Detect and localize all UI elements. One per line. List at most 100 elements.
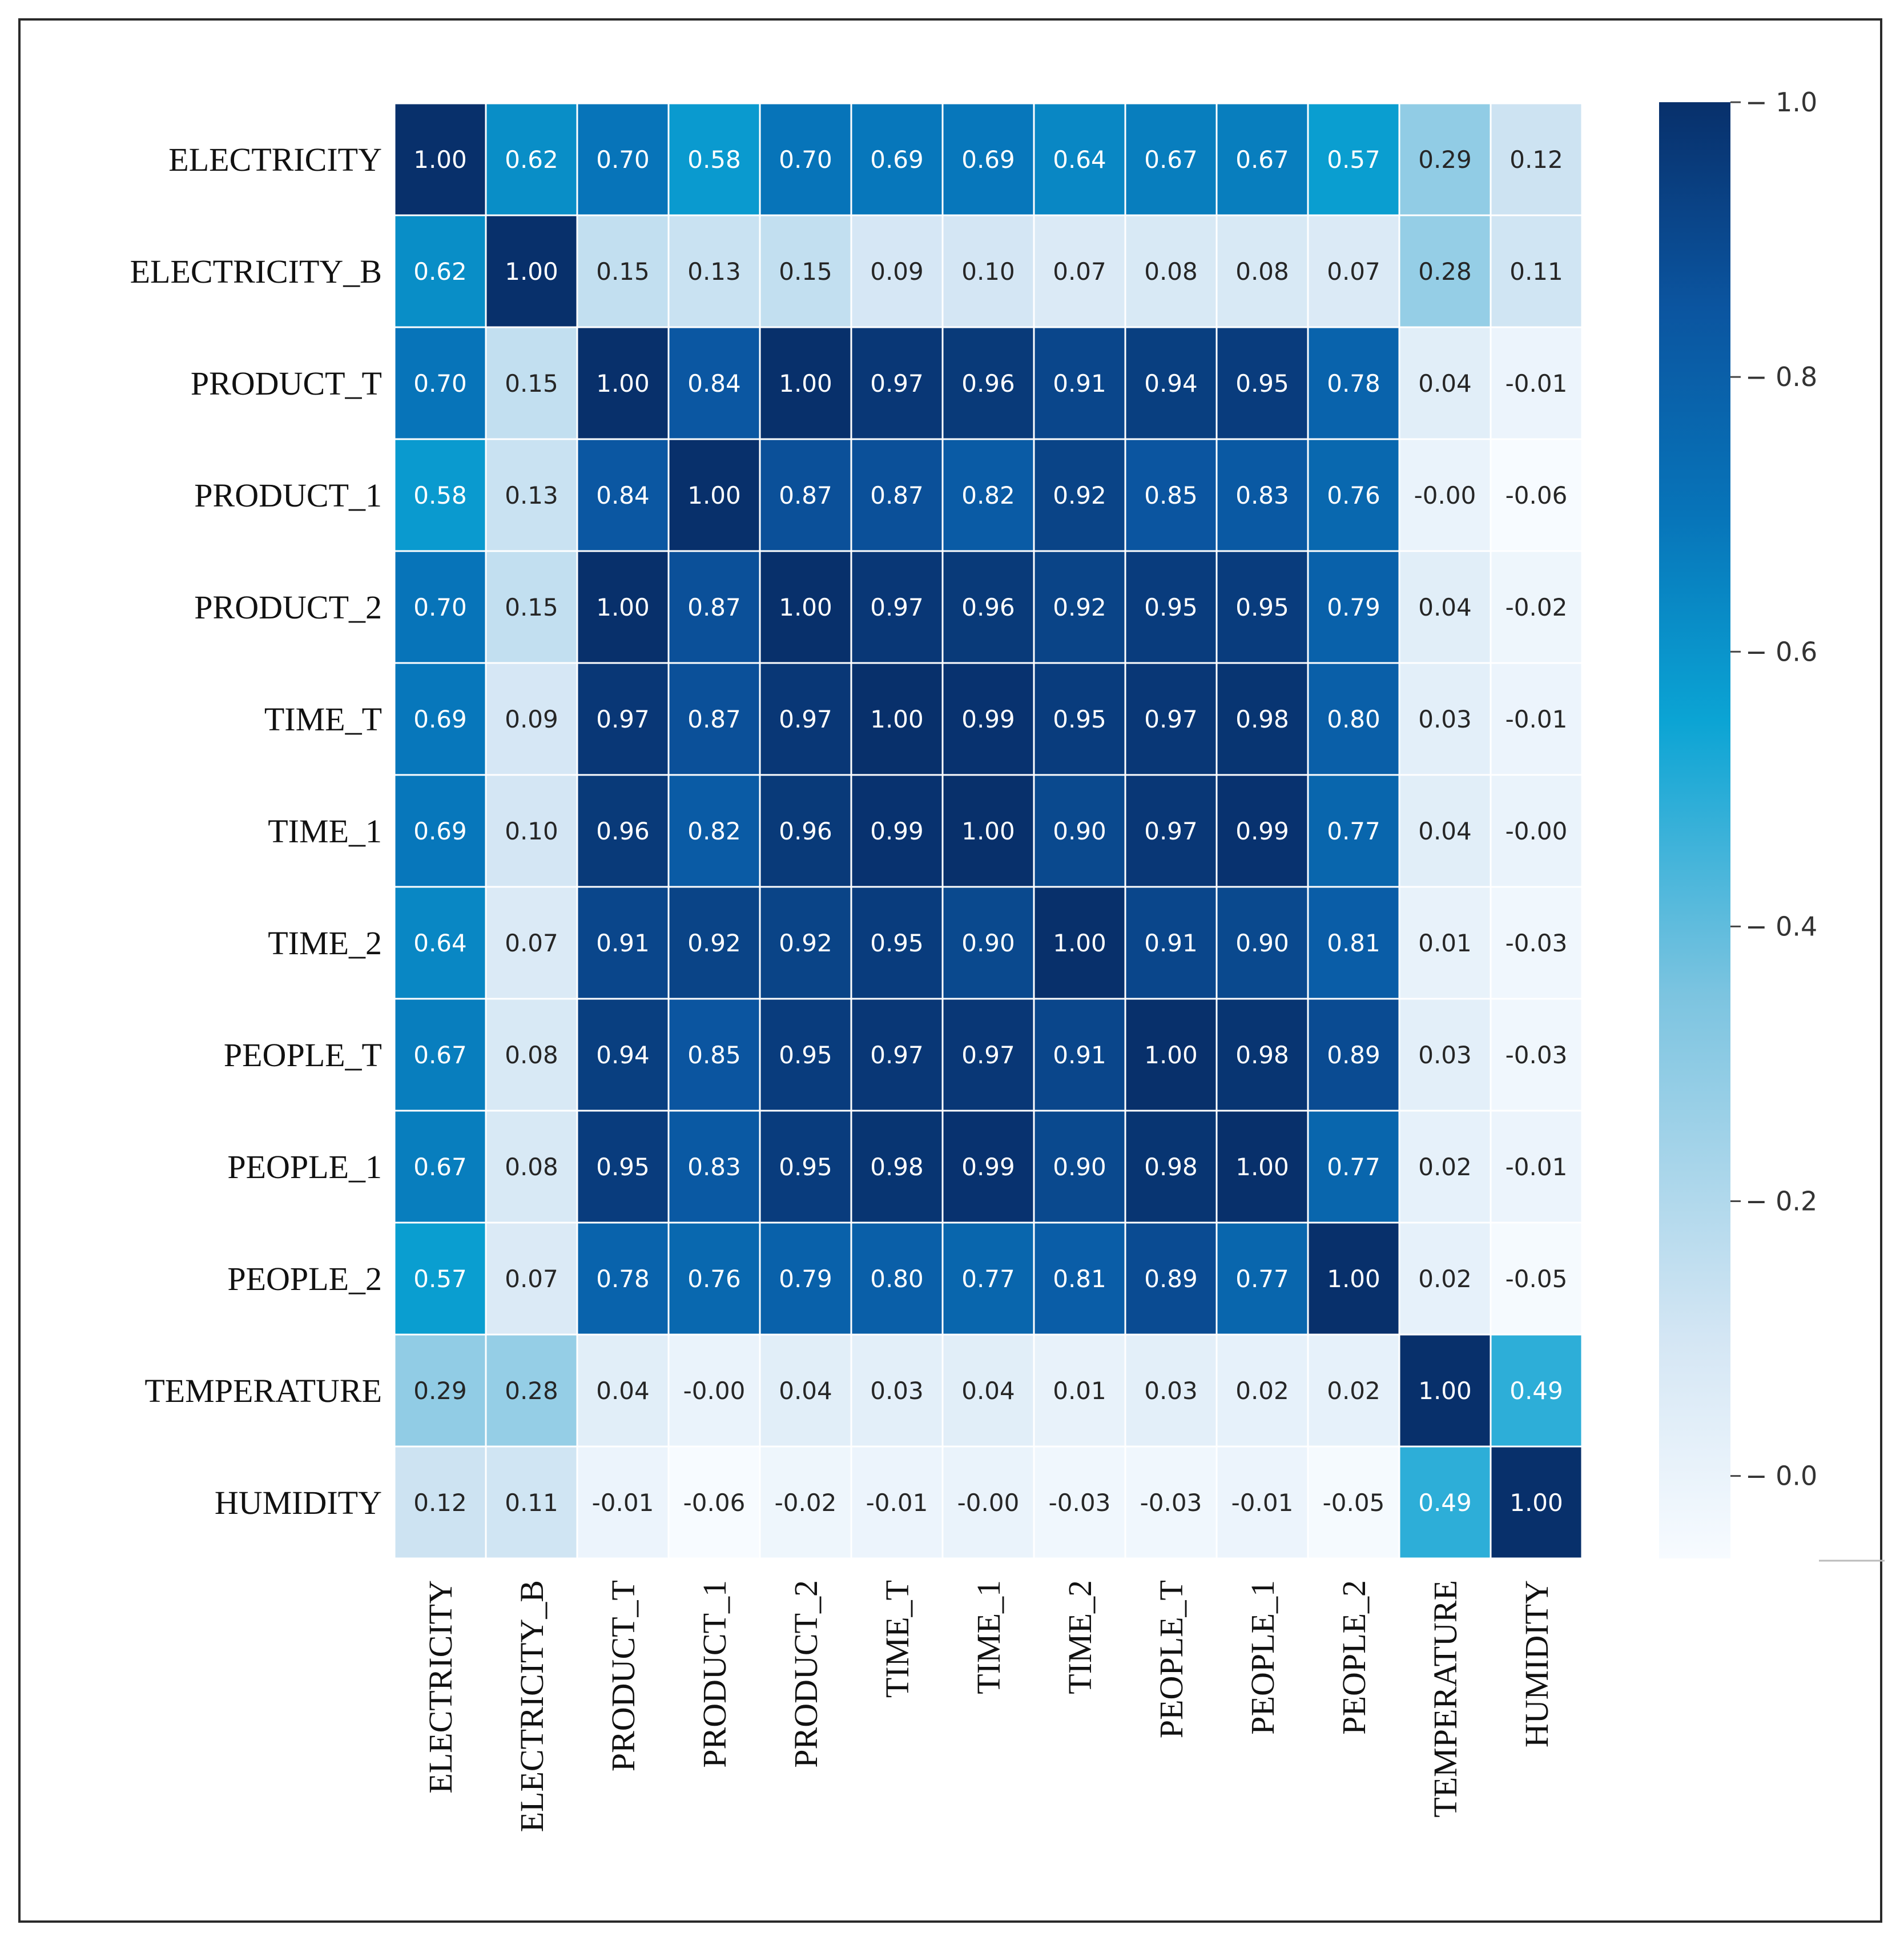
row-label: HUMIDITY [215, 1484, 382, 1521]
cell-value-label: 0.10 [505, 817, 558, 845]
heatmap-cell [393, 1110, 487, 1224]
heatmap-cell [850, 1110, 944, 1224]
cell-value-label: 1.00 [779, 369, 832, 397]
cell-value-label: 0.95 [1053, 705, 1106, 733]
cell-value-label: 0.69 [961, 146, 1015, 174]
cell-value-label: -0.03 [1506, 1041, 1568, 1069]
heatmap-cell [1033, 102, 1126, 216]
cell-value-label: 0.91 [596, 929, 650, 957]
cell-value-label: 0.97 [870, 1041, 924, 1069]
cell-value-label: 0.97 [596, 705, 650, 733]
cell-value-label: -0.00 [1414, 481, 1476, 509]
heatmap-cell [941, 214, 1035, 328]
heatmap-cell [1215, 662, 1309, 776]
cell-value-label: 0.98 [1235, 705, 1289, 733]
heatmap-cell [1033, 1445, 1126, 1560]
cell-value-label: 0.89 [1144, 1265, 1198, 1293]
cell-value-label: 0.90 [1235, 929, 1289, 957]
cell-value-label: 0.80 [1327, 705, 1380, 733]
row-label: PRODUCT_2 [194, 589, 382, 626]
column-label: TIME_1 [970, 1580, 1007, 1694]
cell-value-label: 0.81 [1053, 1265, 1106, 1293]
colorbar-tick-label: − 1.0 [1745, 87, 1817, 118]
heatmap-cell [1307, 1110, 1400, 1224]
cell-value-label: 0.57 [1327, 146, 1380, 174]
heatmap-cell [1398, 662, 1492, 776]
cell-value-label: 0.08 [1235, 258, 1289, 286]
heatmap-cell [1398, 550, 1492, 664]
cell-value-label: 0.94 [596, 1041, 650, 1069]
heatmap-cell [1398, 1333, 1492, 1448]
heatmap-cell [1398, 886, 1492, 1000]
cell-value-label: 0.13 [687, 258, 741, 286]
heatmap-cell [850, 774, 944, 888]
heatmap-cell [667, 438, 761, 552]
colorbar-tick-label: − 0.4 [1745, 911, 1817, 942]
cell-value-label: 0.94 [1144, 369, 1198, 397]
row-label: TIME_1 [268, 813, 382, 850]
cell-value-label: 0.77 [1327, 817, 1380, 845]
cell-value-label: 0.29 [413, 1377, 467, 1405]
cell-value-label: 0.91 [1053, 369, 1106, 397]
row-label: TIME_T [264, 701, 382, 738]
heatmap-cell [485, 326, 578, 440]
column-label: PEOPLE_1 [1244, 1580, 1281, 1735]
cell-value-label: 1.00 [1509, 1489, 1563, 1517]
heatmap-cell [1398, 102, 1492, 216]
cell-value-label: -0.03 [1140, 1489, 1202, 1517]
cell-value-label: 0.97 [779, 705, 832, 733]
heatmap-cell [941, 662, 1035, 776]
cell-value-label: 0.69 [413, 705, 467, 733]
heatmap-cell [759, 1221, 852, 1336]
cell-value-label: -0.03 [1049, 1489, 1111, 1517]
cell-value-label: 0.09 [870, 258, 924, 286]
cell-value-label: 0.58 [687, 146, 741, 174]
heatmap-cell [1215, 1445, 1309, 1560]
heatmap-cell [1124, 662, 1218, 776]
column-label: PEOPLE_T [1153, 1580, 1190, 1738]
heatmap-cell [850, 1333, 944, 1448]
heatmap-cell [1124, 886, 1218, 1000]
heatmap-cell [850, 886, 944, 1000]
cell-value-label: 0.04 [779, 1377, 832, 1405]
cell-value-label: -0.00 [1506, 817, 1568, 845]
cell-value-label: 0.92 [687, 929, 741, 957]
cell-value-label: 0.03 [870, 1377, 924, 1405]
heatmap-cell [759, 886, 852, 1000]
cell-value-label: -0.06 [683, 1489, 746, 1517]
cell-value-label: 0.70 [413, 369, 467, 397]
heatmap-cell [576, 774, 670, 888]
cell-value-label: 0.67 [413, 1153, 467, 1181]
row-label: TIME_2 [268, 925, 382, 962]
heatmap-cell [393, 662, 487, 776]
heatmap-cell [1124, 1333, 1218, 1448]
heatmap-cell [576, 326, 670, 440]
cell-value-label: 0.96 [779, 817, 832, 845]
heatmap-cell [1307, 326, 1400, 440]
cell-value-label: 0.95 [1144, 593, 1198, 621]
heatmap-cell [1307, 774, 1400, 888]
cell-value-label: 0.97 [1144, 817, 1198, 845]
column-label: HUMIDITY [1518, 1580, 1555, 1747]
cell-value-label: 0.69 [870, 146, 924, 174]
heatmap-cell [1215, 102, 1309, 216]
heatmap-cell [667, 998, 761, 1112]
heatmap-cell [1490, 214, 1583, 328]
heatmap-cell [1490, 1333, 1583, 1448]
cell-value-label: 0.07 [505, 1265, 558, 1293]
cell-value-label: -0.01 [1506, 705, 1568, 733]
figure-frame: 1.00 0.62 0.70 0.58 0.70 0.69 0.69 0.64 0.67 0.67… [18, 18, 1885, 1923]
heatmap-cell [576, 550, 670, 664]
cell-value-label: 0.87 [779, 481, 832, 509]
cell-value-label: 0.15 [505, 369, 558, 397]
heatmap-cell [1490, 326, 1583, 440]
cell-value-label: 0.12 [1509, 146, 1563, 174]
heatmap-cell [485, 1221, 578, 1336]
heatmap-cell [1398, 998, 1492, 1112]
heatmap-cell [1307, 1333, 1400, 1448]
heatmap-cell [1490, 662, 1583, 776]
heatmap-cell [1307, 662, 1400, 776]
heatmap-cell [1124, 1110, 1218, 1224]
heatmap-cell [941, 886, 1035, 1000]
heatmap-cell [1124, 438, 1218, 552]
